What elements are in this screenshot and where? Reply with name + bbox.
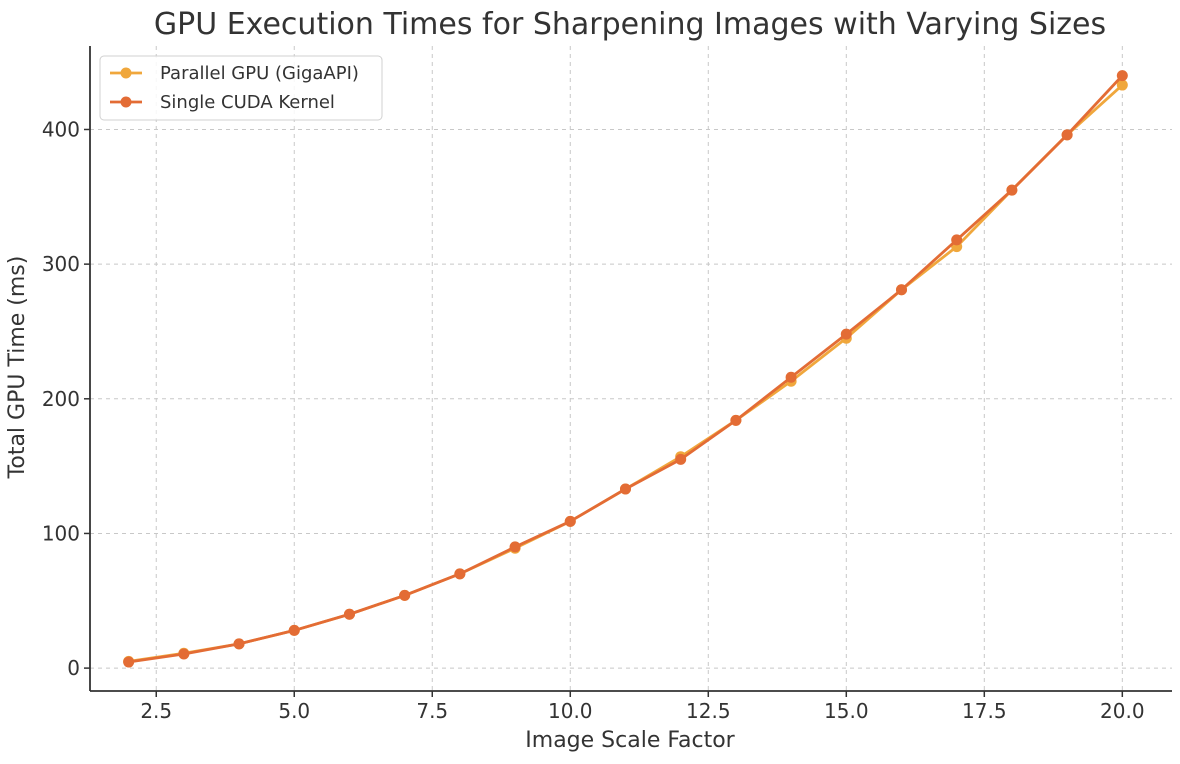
data-point <box>509 541 521 553</box>
data-point <box>675 453 687 465</box>
x-tick-label: 20.0 <box>1100 699 1145 723</box>
y-tick-label: 100 <box>42 521 80 545</box>
y-tick-label: 400 <box>42 117 80 141</box>
data-point <box>343 608 355 620</box>
legend: Parallel GPU (GigaAPI) Single CUDA Kernel <box>99 55 383 121</box>
legend-box <box>99 55 383 121</box>
chart-title: GPU Execution Times for Sharpening Image… <box>154 7 1106 42</box>
data-point <box>730 414 742 426</box>
y-tick-label: 300 <box>42 252 80 276</box>
grid <box>90 46 1172 691</box>
x-tick-label: 5.0 <box>278 699 310 723</box>
x-tick-label: 17.5 <box>962 699 1007 723</box>
legend-marker <box>120 67 132 79</box>
series-line <box>127 83 1124 663</box>
plot-area <box>123 70 1128 668</box>
legend-label: Parallel GPU (GigaAPI) <box>160 63 359 84</box>
legend-item: Single CUDA Kernel <box>110 92 335 113</box>
data-point <box>1061 129 1073 141</box>
data-point <box>951 234 963 246</box>
y-tick-label: 200 <box>42 387 80 411</box>
x-tick-label: 2.5 <box>140 699 172 723</box>
x-tick-label: 12.5 <box>686 699 731 723</box>
data-point <box>1006 184 1018 196</box>
series-2 <box>123 70 1128 668</box>
legend-item: Parallel GPU (GigaAPI) <box>110 63 359 84</box>
data-point <box>564 515 576 527</box>
data-point <box>233 638 245 650</box>
data-point <box>123 656 135 668</box>
data-point <box>619 483 631 495</box>
data-point <box>1116 70 1128 82</box>
data-point <box>454 568 466 580</box>
y-axis-label: Total GPU Time (ms) <box>5 256 30 480</box>
x-tick-label: 10.0 <box>548 699 593 723</box>
legend-label: Single CUDA Kernel <box>160 92 335 113</box>
axes: 2.5 5.0 7.5 10.0 12.5 15.0 17.5 20.0 0 100 200 300 4… <box>42 46 1172 723</box>
legend-marker <box>120 96 132 108</box>
data-point <box>178 648 190 660</box>
x-tick-label: 15.0 <box>824 699 869 723</box>
y-tick-label: 0 <box>67 656 80 680</box>
series-line <box>127 74 1124 664</box>
data-point <box>840 328 852 340</box>
data-point <box>399 589 411 601</box>
data-point <box>896 284 907 296</box>
data-point <box>785 371 797 383</box>
x-tick-label: 7.5 <box>416 699 448 723</box>
data-point <box>288 624 300 636</box>
data-point <box>1116 79 1128 91</box>
series-1 <box>123 79 1128 667</box>
x-axis-label: Image Scale Factor <box>525 728 735 753</box>
